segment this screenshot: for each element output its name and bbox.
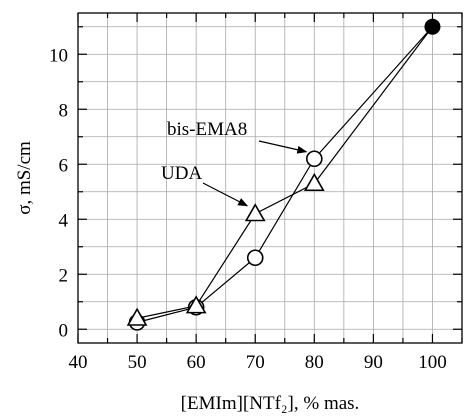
y-tick-label: 10	[49, 45, 68, 66]
annotations: bis-EMA8 UDA	[161, 119, 308, 207]
x-tick-label: 100	[418, 352, 447, 373]
series-markers	[126, 18, 441, 331]
y-tick-label: 4	[59, 210, 69, 231]
x-tick-label: 50	[128, 352, 147, 373]
x-axis-title: [EMIm][NTf₂], % mas.	[181, 393, 360, 414]
point-circle	[246, 249, 264, 267]
plot-frame	[77, 12, 463, 344]
y-tick-label: 2	[59, 265, 69, 286]
axis-ticks	[77, 13, 463, 343]
y-axis-title: σ, mS/cm	[14, 141, 35, 215]
point-triangle	[303, 172, 325, 192]
annotation-label: bis-EMA8	[167, 119, 247, 140]
annotation-arrow	[258, 140, 308, 154]
x-tick-label: 90	[364, 352, 383, 373]
point-circle	[306, 150, 323, 168]
y-tick-label: 0	[59, 320, 69, 341]
point-triangle	[126, 307, 148, 326]
x-tick-label: 40	[69, 352, 88, 373]
annotation-label: UDA	[161, 163, 202, 184]
grid	[78, 13, 462, 343]
x-tick-label: 70	[246, 352, 265, 373]
x-tick-label: 80	[305, 352, 324, 373]
tick-labels: 40 50 60 70 80 90 100 0 2 4 6 8 10	[49, 45, 447, 373]
y-tick-label: 8	[59, 100, 69, 121]
x-tick-label: 60	[187, 352, 206, 373]
point-triangle	[185, 295, 207, 314]
point-filled-circle	[424, 18, 441, 35]
y-tick-label: 6	[59, 155, 69, 176]
annotation-arrow	[202, 182, 249, 207]
point-triangle	[244, 203, 266, 222]
